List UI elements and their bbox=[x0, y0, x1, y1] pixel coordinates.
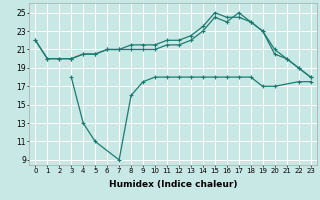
X-axis label: Humidex (Indice chaleur): Humidex (Indice chaleur) bbox=[109, 180, 237, 189]
